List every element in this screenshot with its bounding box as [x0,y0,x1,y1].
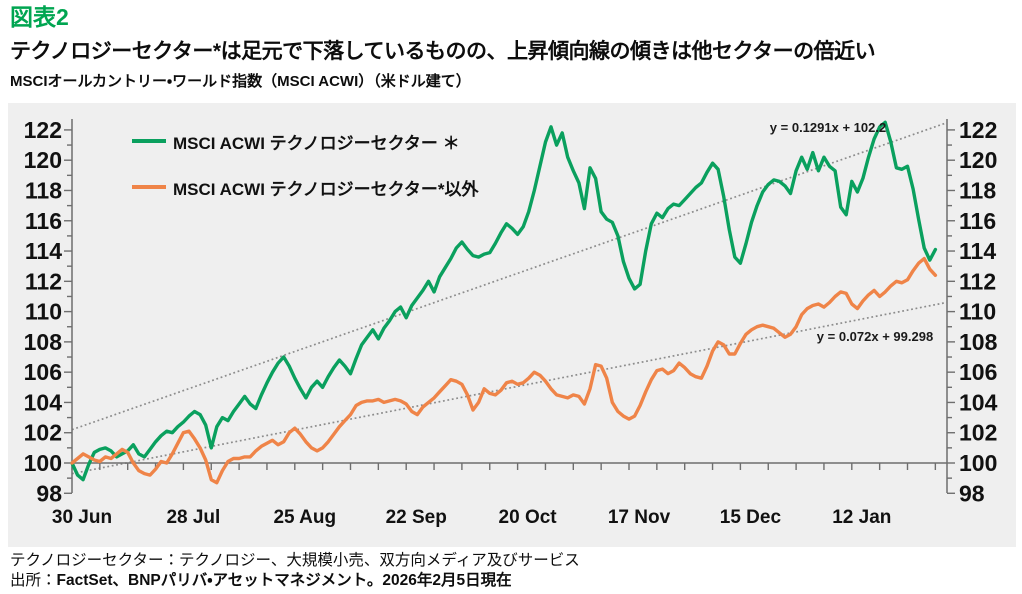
y-axis-tick-label-left: 104 [24,389,63,415]
y-axis-tick-label-right: 122 [959,117,997,143]
y-axis-tick-label-right: 98 [959,480,985,506]
footnote: テクノロジーセクター：テクノロジー、大規模小売、双方向メディア及びサービス 出所… [10,551,1014,592]
chart-panel: 98 98 100 100 102 102 104 104 106 106 108 108 110 110… [8,103,1016,547]
tech-line-swatch [132,139,166,143]
x-axis-tick-label: 17 Nov [608,507,671,528]
legend-item-nontech: MSCI ACWI テクノロジーセクター*以外 [132,175,479,199]
y-axis-tick-label-right: 106 [959,359,997,385]
y-axis-tick-label-right: 104 [959,389,998,415]
nontech-line-swatch [132,185,166,189]
trendline-equation-tech: y = 0.1291x + 102.2 [769,120,887,135]
y-axis-tick-label-left: 122 [24,117,62,143]
y-axis-tick-label-left: 116 [25,208,62,234]
y-axis-tick-label-left: 118 [25,177,62,203]
y-axis-tick-label-right: 116 [959,208,996,234]
x-axis-tick-label: 30 Jun [52,507,112,528]
figure-label: 図表2 [10,4,69,30]
y-axis-tick-label-right: 118 [959,177,996,203]
tech-sector-line [70,120,938,482]
footnote-source: 出所：FactSet、BNPパリバ・アセットマネジメント。2026年2月5日現在 [10,571,1014,591]
header: 図表2 テクノロジーセクター*は足元で下落しているものの、上昇傾向線の傾きは他セ… [10,4,1014,91]
footnote-source-prefix: 出所： [10,572,57,590]
y-axis-tick-label-right: 120 [959,147,997,173]
chart-legend: MSCI ACWI テクノロジーセクター ＊ MSCI ACWI テクノロジーセ… [132,129,479,221]
trendline-equation-nontech: y = 0.072x + 99.298 [816,329,934,344]
legend-label-tech: MSCI ACWI テクノロジーセクター ＊ [173,133,460,153]
y-axis-tick-label-right: 102 [959,420,997,446]
x-axis-tick-label: 15 Dec [720,507,782,528]
y-axis-tick-label-left: 120 [24,147,62,173]
x-axis-tick-label: 12 Jan [832,507,891,528]
y-axis-tick-label-right: 108 [959,329,998,355]
tech-trendline [71,122,947,431]
y-axis-tick-label-left: 102 [24,420,62,446]
y-axis-tick-label-left: 106 [24,359,62,385]
legend-item-tech: MSCI ACWI テクノロジーセクター ＊ [132,129,479,153]
y-axis-tick-label-right: 100 [959,450,997,476]
footnote-source-detail: FactSet、BNPパリバ・アセットマネジメント。2026年2月5日現在 [56,572,512,590]
y-axis-tick-label-right: 110 [959,299,996,325]
chart-canvas: 98 98 100 100 102 102 104 104 106 106 108 108 110 110… [24,117,998,528]
y-axis-tick-label-left: 100 [24,450,62,476]
y-axis-tick-label-left: 114 [25,238,62,264]
y-axis-tick-label-left: 108 [24,329,63,355]
x-axis-tick-label: 25 Aug [273,507,336,528]
chart-subtitle: MSCIオールカントリー・ワールド指数（MSCI ACWI）（米ドル建て） [10,72,471,90]
y-axis-tick-label-left: 98 [36,480,62,506]
y-axis-tick-label-left: 110 [25,299,62,325]
y-axis-tick-label-left: 112 [25,268,62,294]
footnote-definition: テクノロジーセクター：テクノロジー、大規模小売、双方向メディア及びサービス [10,552,580,569]
nontech-sector-line [70,256,938,485]
nontech-trendline [71,301,947,475]
x-axis-tick-label: 20 Oct [499,507,558,528]
page-title: テクノロジーセクター*は足元で下落しているものの、上昇傾向線の傾きは他セクターの… [10,39,876,63]
y-axis-tick-label-right: 112 [959,268,996,294]
y-axis-tick-label-right: 114 [959,238,996,264]
legend-label-nontech: MSCI ACWI テクノロジーセクター*以外 [173,179,479,199]
x-axis-tick-label: 28 Jul [166,507,220,528]
x-axis-tick-label: 22 Sep [386,507,447,528]
